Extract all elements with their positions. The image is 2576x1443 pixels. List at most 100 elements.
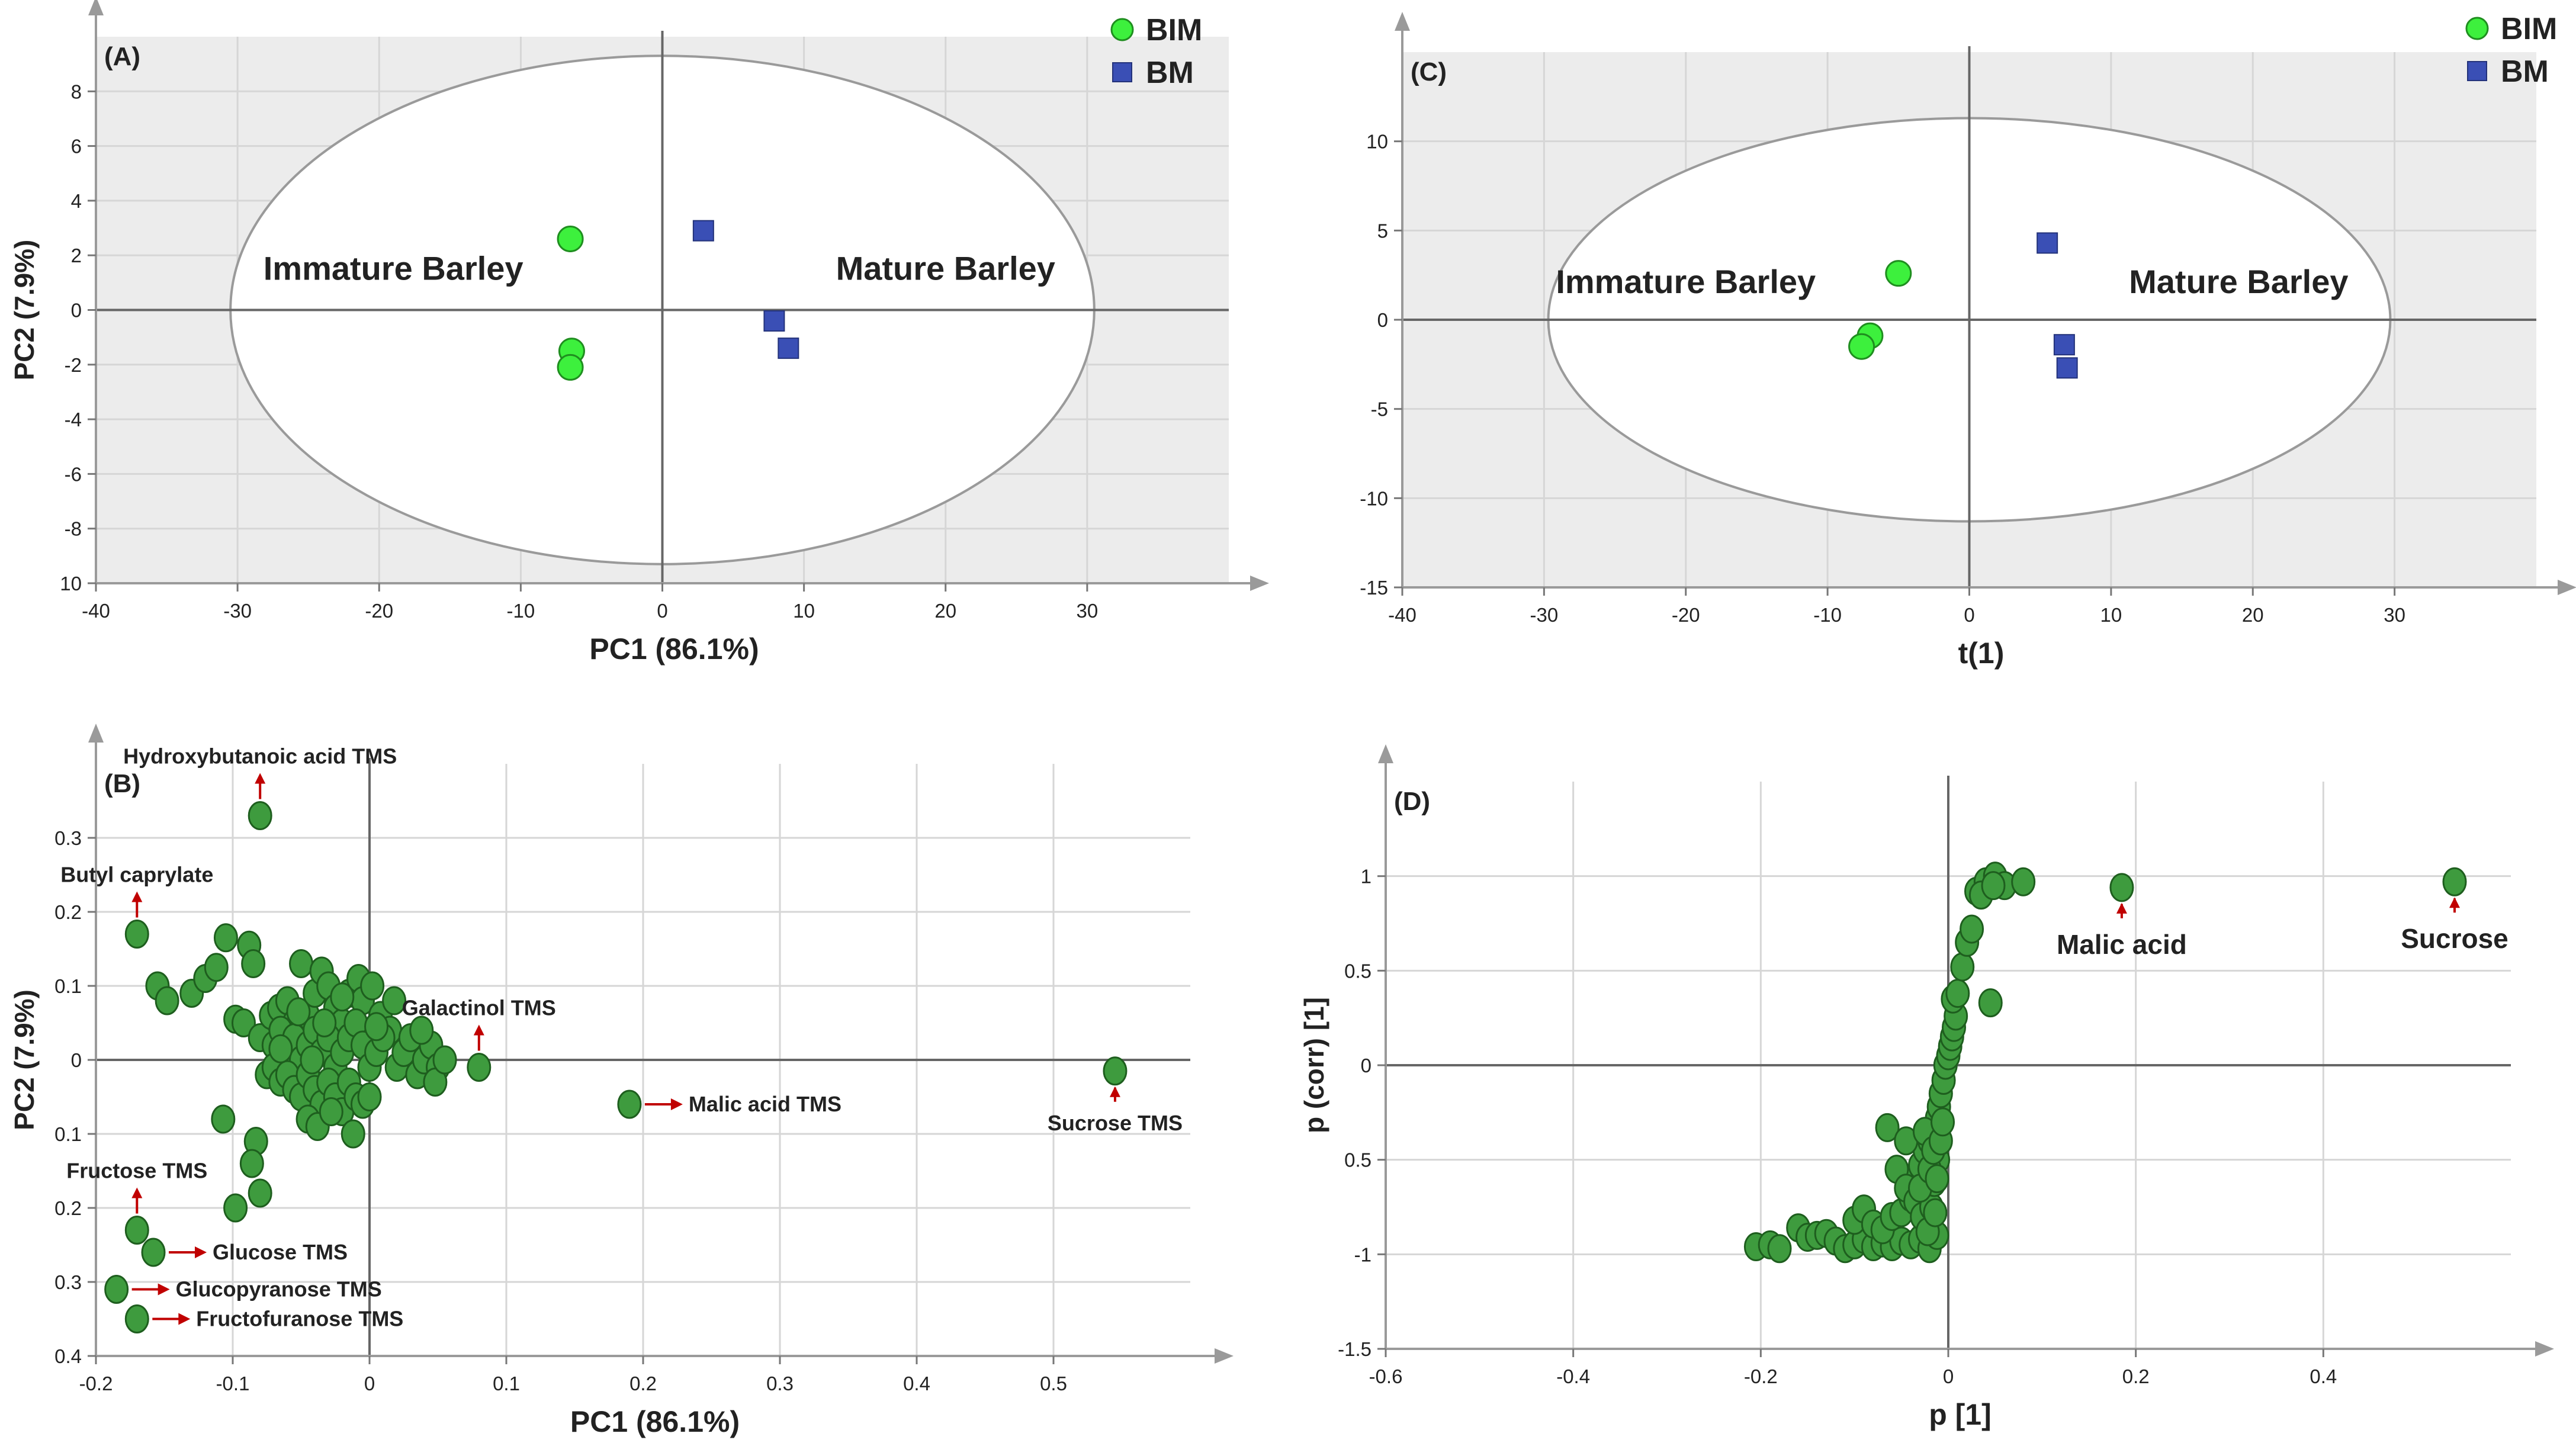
group-annotation-immature-barley: Immature Barley [264, 250, 523, 287]
legend-marker-bim [2465, 17, 2489, 40]
arrowhead [473, 1024, 484, 1036]
group-annotation-immature-barley: Immature Barley [1556, 263, 1816, 300]
data-point-metabolite [432, 1045, 457, 1075]
x-axis-arrow [2558, 580, 2576, 595]
x-tick-label: 30 [1077, 600, 1099, 622]
x-tick-label: 0.1 [493, 1373, 520, 1394]
label-malic-acid: Malic acid [2057, 929, 2187, 960]
x-tick-label: -10 [507, 600, 535, 622]
y-axis-arrow [88, 0, 104, 15]
y-tick-label: 0.5 [1344, 960, 1371, 982]
legend-marker-bim [1110, 18, 1134, 41]
data-point-metabolite [330, 982, 355, 1012]
data-point-bm [2037, 232, 2058, 254]
data-point-bm [2056, 357, 2078, 379]
data-point-metabolite [1925, 1164, 1949, 1194]
data-point-metabolite [360, 971, 385, 1001]
y-tick-label: 0 [1377, 309, 1388, 331]
y-tick-label: -1.5 [1338, 1338, 1371, 1360]
y-tick-label: 0.2 [54, 1197, 82, 1219]
data-point-bm [2053, 334, 2075, 356]
panel-d-s-plot: -0.6 -0.4 -0.2 0 0.2 0.4 1 0.5 0 0.5 -1 -1.5 p [1] p … [1299, 744, 2554, 1431]
label-glucose-tms: Glucose TMS [213, 1240, 348, 1264]
y-axis-arrow [1395, 12, 1410, 31]
x-tick-label: 30 [2384, 604, 2405, 626]
x-tick-label: 0.2 [629, 1373, 657, 1394]
x-tick-label: -20 [1672, 604, 1700, 626]
legend-marker-bm [1112, 62, 1132, 82]
data-point-metabolite [319, 1097, 343, 1126]
y-tick-label: -15 [1360, 577, 1388, 599]
y-tick-label: 6 [71, 136, 82, 158]
y-tick-label: -2 [65, 354, 82, 376]
x-tick-label: -30 [223, 600, 252, 622]
x-axis-title: PC1 (86.1%) [589, 632, 759, 666]
y-tick-label: -8 [65, 518, 82, 540]
y-tick-label: -6 [65, 463, 82, 485]
x-tick-label: 0 [657, 600, 667, 622]
label-sucrose-tms: Sucrose TMS [1048, 1111, 1183, 1135]
arrowhead [2116, 902, 2127, 914]
y-tick-label: 0 [71, 1049, 82, 1071]
data-point-metabolite [341, 1119, 365, 1149]
data-point-metabolite [1981, 871, 2006, 901]
y-tick-label: 0.1 [54, 975, 82, 997]
x-tick-label: 0 [1943, 1365, 1954, 1387]
data-point-metabolite [1978, 988, 2003, 1018]
y-tick-label: 0.3 [54, 1271, 82, 1293]
panel-label: (B) [104, 769, 140, 798]
x-tick-label: 0.5 [1040, 1373, 1067, 1394]
x-tick-label: 0 [1964, 604, 1974, 626]
legend-label-bim: BIM [2501, 12, 2557, 46]
data-point-metabolite [2011, 867, 2036, 896]
panel-label: (A) [104, 42, 140, 71]
x-tick-label: 0.4 [903, 1373, 930, 1394]
x-tick-label: 10 [793, 600, 815, 622]
x-tick-label: -10 [1813, 604, 1842, 626]
data-point-metabolite [1950, 952, 1975, 982]
legend-label-bim: BIM [1146, 13, 1202, 47]
data-point-bim [557, 353, 584, 381]
legend-marker-bm [2467, 61, 2487, 81]
data-point-metabolite [223, 1193, 248, 1223]
arrowhead [2449, 897, 2460, 908]
y-tick-label: 5 [1377, 220, 1388, 242]
x-tick-label: 20 [2242, 604, 2264, 626]
x-axis-arrow [2535, 1341, 2554, 1357]
y-tick-label: -5 [1371, 398, 1388, 420]
data-point-metabolite [289, 949, 313, 978]
y-axis-arrow [1378, 744, 1393, 763]
x-tick-label: 0.2 [2122, 1365, 2150, 1387]
y-tick-label: 0.5 [1344, 1149, 1371, 1171]
x-tick-label: -20 [365, 600, 393, 622]
y-axis-title: PC2 (7.9%) [9, 989, 40, 1130]
y-tick-label: 10 [1366, 131, 1388, 153]
data-point-metabolite [467, 1053, 492, 1082]
panel-label: (D) [1394, 787, 1430, 816]
data-point-metabolite [1767, 1234, 1792, 1264]
data-point-metabolite [239, 1149, 264, 1178]
y-tick-label: 0.2 [54, 901, 82, 923]
label-malic-acid-tms: Malic acid TMS [689, 1092, 841, 1116]
y-tick-label: 0.3 [54, 827, 82, 849]
x-tick-label: -0.6 [1369, 1365, 1403, 1387]
x-tick-label: 20 [934, 600, 956, 622]
data-point-metabolite [124, 920, 149, 949]
x-tick-label: 10 [2100, 604, 2122, 626]
data-point-metabolite [155, 986, 179, 1015]
y-axis-title: PC2 (7.9%) [9, 240, 40, 381]
y-axis-title: p (corr) [1] [1299, 997, 1329, 1133]
data-point-bm [778, 338, 799, 359]
data-point-metabolite [1875, 1113, 1900, 1142]
y-tick-label: 4 [71, 190, 82, 212]
legend-label-bm: BM [2501, 54, 2549, 89]
data-point-metabolite [241, 949, 266, 978]
y-axis-arrow [88, 724, 104, 743]
label-galactinol-tms: Galactinol TMS [402, 996, 556, 1020]
y-tick-label: -1 [1354, 1243, 1371, 1265]
y-tick-label: 10 [60, 573, 82, 594]
data-point-metabolite [248, 801, 272, 830]
x-tick-label: 0 [364, 1373, 375, 1394]
label-glucopyranose-tms: Glucopyranose TMS [176, 1277, 382, 1301]
data-point-metabolite [300, 1045, 325, 1075]
